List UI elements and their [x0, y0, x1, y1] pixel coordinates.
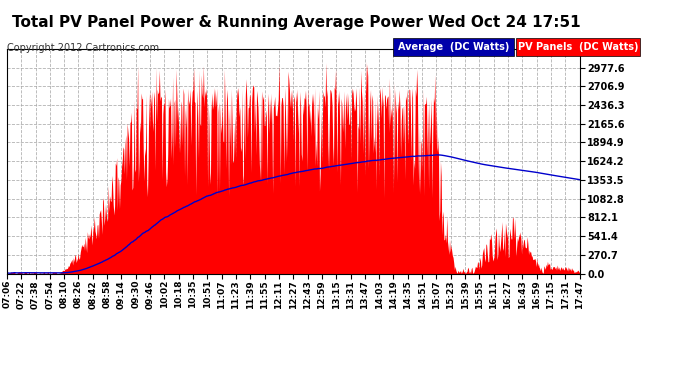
Text: Copyright 2012 Cartronics.com: Copyright 2012 Cartronics.com [7, 43, 159, 53]
Text: Average  (DC Watts): Average (DC Watts) [397, 42, 509, 52]
Text: Total PV Panel Power & Running Average Power Wed Oct 24 17:51: Total PV Panel Power & Running Average P… [12, 15, 581, 30]
Text: PV Panels  (DC Watts): PV Panels (DC Watts) [518, 42, 638, 52]
